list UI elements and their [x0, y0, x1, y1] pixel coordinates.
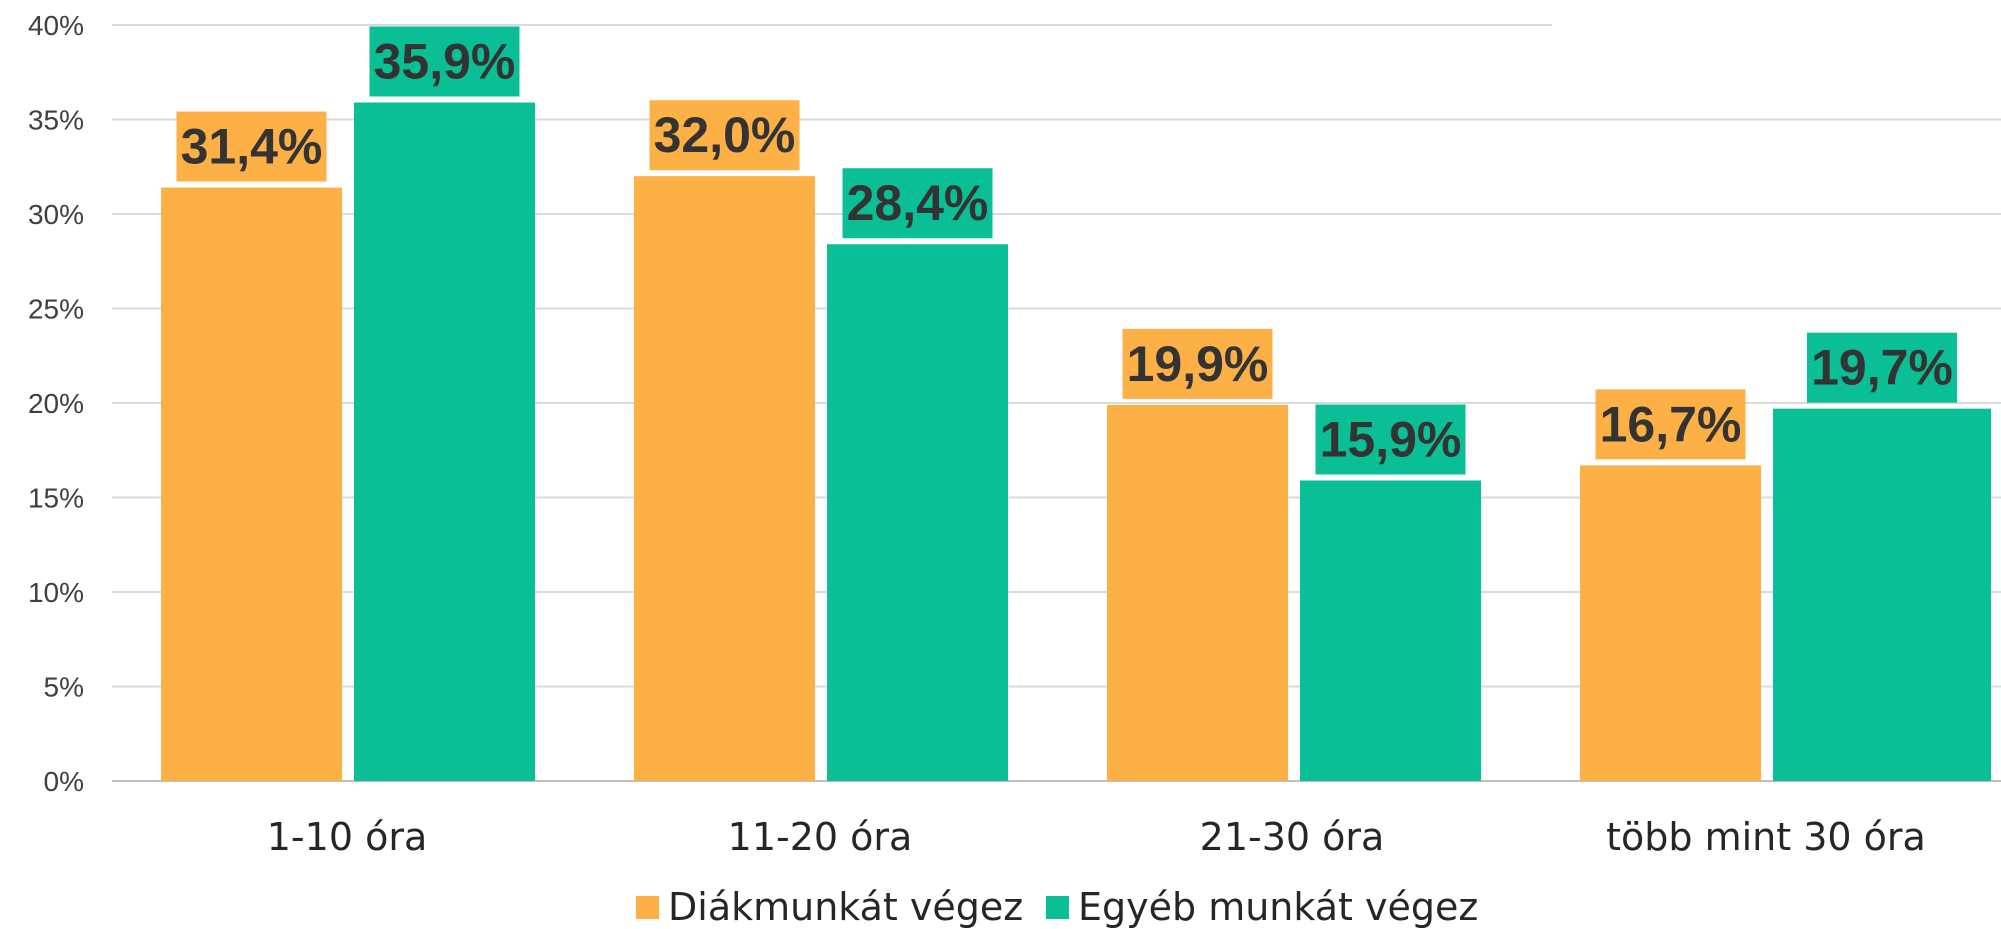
- y-tick-label: 5%: [44, 672, 84, 703]
- bar: [827, 244, 1008, 782]
- data-label: 19,9%: [1127, 336, 1269, 392]
- y-tick-label: 30%: [28, 199, 84, 230]
- bar: [1580, 465, 1761, 781]
- x-tick-label: 11-20 óra: [728, 815, 913, 859]
- y-tick-label: 40%: [28, 10, 84, 41]
- data-label-box: [1122, 328, 1273, 399]
- bar: [1773, 408, 1991, 781]
- legend-swatch: [1046, 896, 1069, 919]
- legend: Diákmunkát végez Egyéb munkát végez: [636, 885, 1478, 929]
- bar: [354, 102, 535, 782]
- data-label: 19,7%: [1811, 340, 1953, 396]
- data-label-box: [1315, 404, 1466, 475]
- x-tick-label: több mint 30 óra: [1606, 815, 1926, 859]
- y-tick-label: 20%: [28, 388, 84, 419]
- data-label-box: [176, 111, 327, 182]
- data-label: 35,9%: [374, 33, 516, 89]
- data-label-box: [649, 100, 800, 171]
- x-tick-label: 21-30 óra: [1200, 815, 1385, 859]
- data-label: 28,4%: [847, 175, 989, 231]
- legend-label: Diákmunkát végez: [668, 885, 1023, 929]
- x-axis: 1-10 óra 11-20 óra 21-30 óra több mint 30 ó…: [267, 815, 1926, 859]
- bar: [1300, 480, 1481, 781]
- y-tick-label: 15%: [28, 483, 84, 514]
- data-label-box: [842, 168, 993, 239]
- data-label-box: [369, 26, 520, 97]
- bar: [634, 176, 815, 781]
- data-label-box: [1595, 389, 1746, 460]
- bar: [1107, 404, 1288, 781]
- bar: [161, 187, 342, 782]
- y-tick-label: 10%: [28, 577, 84, 608]
- x-tick-label: 1-10 óra: [267, 815, 427, 859]
- y-tick-label: 0%: [44, 766, 84, 797]
- data-label: 32,0%: [654, 107, 796, 163]
- legend-label: Egyéb munkát végez: [1078, 885, 1478, 929]
- data-label: 16,7%: [1600, 396, 1742, 452]
- y-tick-label: 35%: [28, 105, 84, 136]
- y-tick-label: 25%: [28, 294, 84, 325]
- y-axis: 0% 5% 10% 15% 20% 25% 30% 35% 40%: [28, 10, 84, 797]
- data-label: 15,9%: [1320, 411, 1462, 467]
- bars: 31,4% 35,9% 32,0% 28,4% 19,9% 15,9% 16,7% 19,7%: [161, 26, 1991, 782]
- data-label-box: [1807, 332, 1957, 403]
- legend-swatch: [636, 896, 659, 919]
- data-label: 31,4%: [181, 119, 323, 175]
